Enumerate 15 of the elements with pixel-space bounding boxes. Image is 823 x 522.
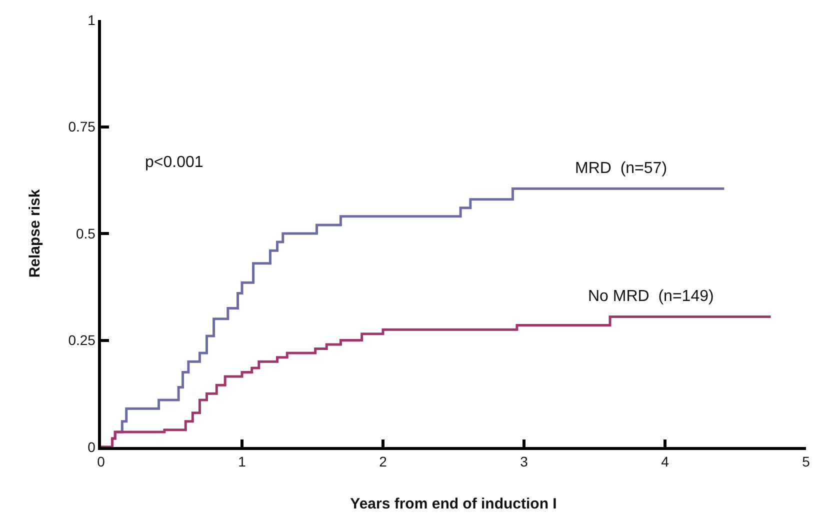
x-axis-title: Years from end of induction I <box>350 496 557 513</box>
y-tick-label: 0.25 <box>68 332 96 348</box>
x-tick-label: 5 <box>802 454 810 470</box>
x-tick-label: 1 <box>238 454 246 470</box>
x-tick-label: 3 <box>520 454 528 470</box>
x-tick-label: 2 <box>379 454 388 470</box>
series-label: MRD (n=57) <box>575 160 668 177</box>
y-tick-label: 0.5 <box>76 225 96 242</box>
series-label: No MRD (n=149) <box>588 288 714 305</box>
y-tick-label: 1 <box>88 12 96 28</box>
x-tick-label: 4 <box>661 454 670 470</box>
y-axis-title: Relapse risk <box>26 188 44 278</box>
y-tick-label: 0.75 <box>68 118 96 135</box>
y-tick-label: 0 <box>88 438 96 455</box>
annotation: p<0.001 <box>145 154 204 171</box>
